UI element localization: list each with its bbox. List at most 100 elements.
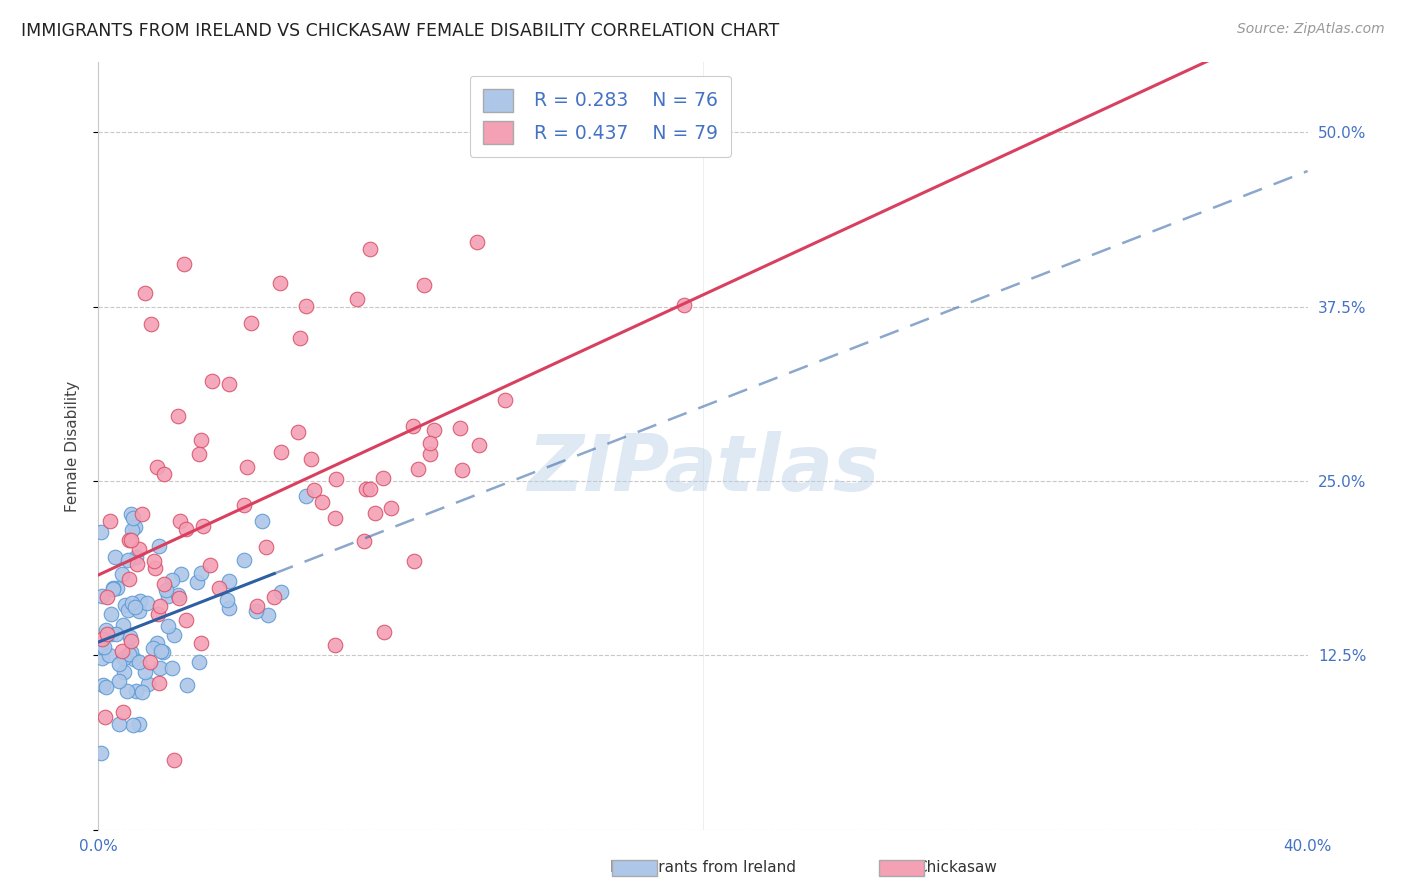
Legend:  R = 0.283    N = 76,  R = 0.437    N = 79: R = 0.283 N = 76, R = 0.437 N = 79 — [470, 76, 731, 157]
Point — [148, 539, 170, 553]
Point — [120, 533, 142, 547]
Point — [128, 716, 150, 731]
Point — [118, 631, 141, 645]
Point — [107, 674, 129, 689]
Point — [200, 558, 222, 573]
Point — [353, 533, 375, 548]
Point — [104, 549, 127, 564]
Point — [131, 507, 153, 521]
Point — [136, 596, 159, 610]
Point — [246, 599, 269, 613]
Point — [125, 557, 148, 571]
Point — [174, 522, 197, 536]
Point — [120, 645, 142, 659]
Point — [105, 581, 128, 595]
Point — [128, 604, 150, 618]
Point — [148, 676, 170, 690]
Point — [108, 716, 131, 731]
Point — [118, 647, 141, 661]
Point — [91, 651, 114, 665]
Point — [186, 574, 208, 589]
Point — [295, 299, 318, 313]
Point — [325, 472, 347, 486]
Point — [187, 656, 209, 670]
Point — [254, 540, 277, 554]
Point — [419, 447, 441, 461]
Point — [105, 627, 128, 641]
Point — [494, 393, 516, 408]
Point — [287, 425, 309, 439]
Point — [124, 519, 146, 533]
Point — [163, 628, 186, 642]
Point — [233, 498, 256, 512]
Point — [128, 542, 150, 557]
Point — [149, 661, 172, 675]
Point — [96, 623, 118, 637]
Point — [302, 483, 325, 497]
Point — [111, 644, 134, 658]
Point — [169, 514, 191, 528]
Point — [125, 684, 148, 698]
Y-axis label: Female Disability: Female Disability — [65, 380, 80, 512]
Point — [354, 482, 377, 496]
Point — [121, 717, 143, 731]
Point — [218, 377, 240, 392]
Point — [363, 506, 385, 520]
Point — [270, 445, 292, 459]
Point — [117, 603, 139, 617]
Point — [93, 640, 115, 655]
Point — [380, 500, 402, 515]
Point — [146, 459, 169, 474]
Point — [155, 583, 177, 598]
Point — [157, 589, 180, 603]
Text: Source: ZipAtlas.com: Source: ZipAtlas.com — [1237, 22, 1385, 37]
Point — [120, 634, 142, 648]
Point — [218, 600, 240, 615]
Point — [138, 676, 160, 690]
Point — [100, 627, 122, 641]
Point — [311, 495, 333, 509]
Point — [295, 489, 318, 503]
Point — [188, 447, 211, 461]
Point — [112, 705, 135, 719]
Point — [270, 585, 292, 599]
Point — [121, 596, 143, 610]
Point — [128, 655, 150, 669]
Point — [419, 435, 441, 450]
Point — [323, 511, 346, 525]
Point — [152, 645, 174, 659]
Point — [160, 573, 183, 587]
Text: IMMIGRANTS FROM IRELAND VS CHICKASAW FEMALE DISABILITY CORRELATION CHART: IMMIGRANTS FROM IRELAND VS CHICKASAW FEM… — [21, 22, 779, 40]
Point — [96, 591, 118, 605]
Point — [98, 648, 121, 663]
Point — [120, 507, 142, 521]
Point — [423, 423, 446, 437]
Point — [402, 554, 425, 568]
Point — [100, 514, 122, 528]
Point — [359, 242, 381, 256]
Point — [239, 316, 262, 330]
Point — [129, 594, 152, 608]
Point — [256, 607, 278, 622]
Point — [250, 514, 273, 528]
Point — [153, 467, 176, 481]
Point — [91, 589, 114, 603]
Point — [190, 566, 212, 581]
Point — [111, 566, 134, 581]
Point — [218, 574, 240, 589]
Point — [233, 553, 256, 567]
Point — [673, 298, 696, 312]
Text: ZIPatlas: ZIPatlas — [527, 431, 879, 507]
Point — [101, 582, 124, 596]
Point — [149, 644, 172, 658]
Point — [96, 627, 118, 641]
Point — [346, 292, 368, 306]
Point — [112, 618, 135, 632]
Point — [163, 753, 186, 767]
Point — [94, 680, 117, 694]
Point — [94, 710, 117, 724]
Point — [190, 636, 212, 650]
Point — [124, 600, 146, 615]
Point — [167, 588, 190, 602]
Point — [142, 641, 165, 656]
